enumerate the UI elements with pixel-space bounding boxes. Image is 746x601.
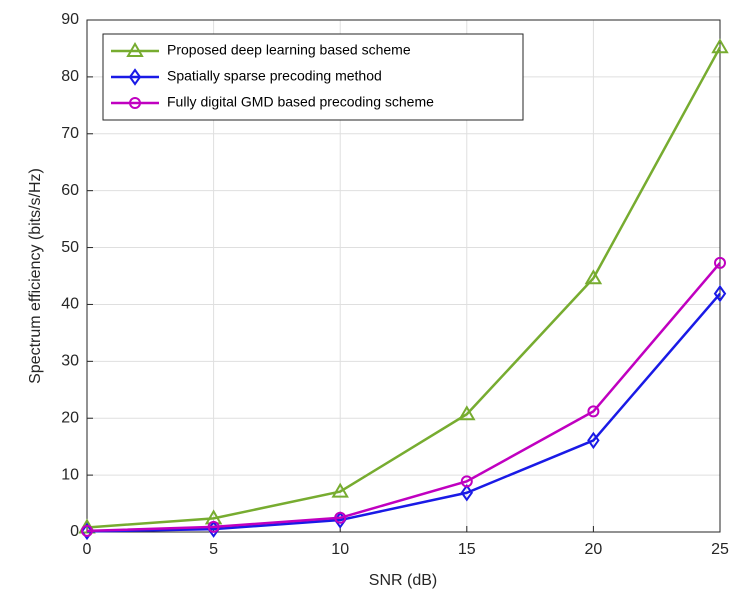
- legend-marker: [129, 97, 141, 109]
- plot-frame: [86, 19, 721, 533]
- data-point: [331, 482, 349, 498]
- x-axis-label: SNR (dB): [369, 572, 437, 589]
- y-tick-label: 60: [61, 182, 79, 199]
- y-tick-label: 10: [61, 466, 79, 483]
- legend-marker: [126, 42, 144, 57]
- data-point: [584, 269, 603, 285]
- data-point: [334, 511, 347, 524]
- y-tick-label: 0: [70, 523, 79, 540]
- data-point: [460, 475, 473, 488]
- x-tick-label: 0: [83, 541, 92, 558]
- y-tick-label: 30: [61, 353, 79, 370]
- y-tick-label: 70: [61, 125, 79, 142]
- y-tick-label: 50: [61, 239, 79, 256]
- data-point: [207, 520, 220, 533]
- data-point: [587, 405, 600, 418]
- x-tick-label: 10: [331, 541, 349, 558]
- legend: Proposed deep learning based scheme Spati…: [102, 33, 524, 121]
- data-point: [711, 38, 729, 54]
- series-line: [86, 292, 721, 533]
- data-point: [587, 431, 600, 450]
- y-tick-label: 90: [61, 11, 79, 28]
- x-tick-label: 5: [209, 541, 218, 558]
- y-tick-label: 20: [61, 409, 79, 426]
- legend-label: Fully digital GMD based precoding scheme: [167, 94, 434, 110]
- legend-label: Proposed deep learning based scheme: [167, 42, 411, 58]
- x-tick-label: 15: [458, 541, 476, 558]
- data-point: [713, 284, 727, 303]
- data-point: [458, 405, 476, 421]
- legend-box: [102, 33, 524, 121]
- x-tick-label: 20: [585, 541, 603, 558]
- series-line: [86, 262, 721, 533]
- legend-marker: [128, 68, 142, 86]
- data-point: [714, 256, 726, 269]
- series-line: [86, 46, 722, 529]
- y-tick-label: 80: [61, 68, 79, 85]
- data-point: [80, 522, 94, 541]
- x-tick-label: 25: [711, 541, 729, 558]
- data-point: [81, 524, 93, 537]
- legend-label: Spatially sparse precoding method: [167, 68, 382, 84]
- y-tick-label: 40: [61, 296, 79, 313]
- y-axis-label: Spectrum efficiency (bits/s/Hz): [27, 168, 44, 384]
- data-point: [460, 484, 474, 502]
